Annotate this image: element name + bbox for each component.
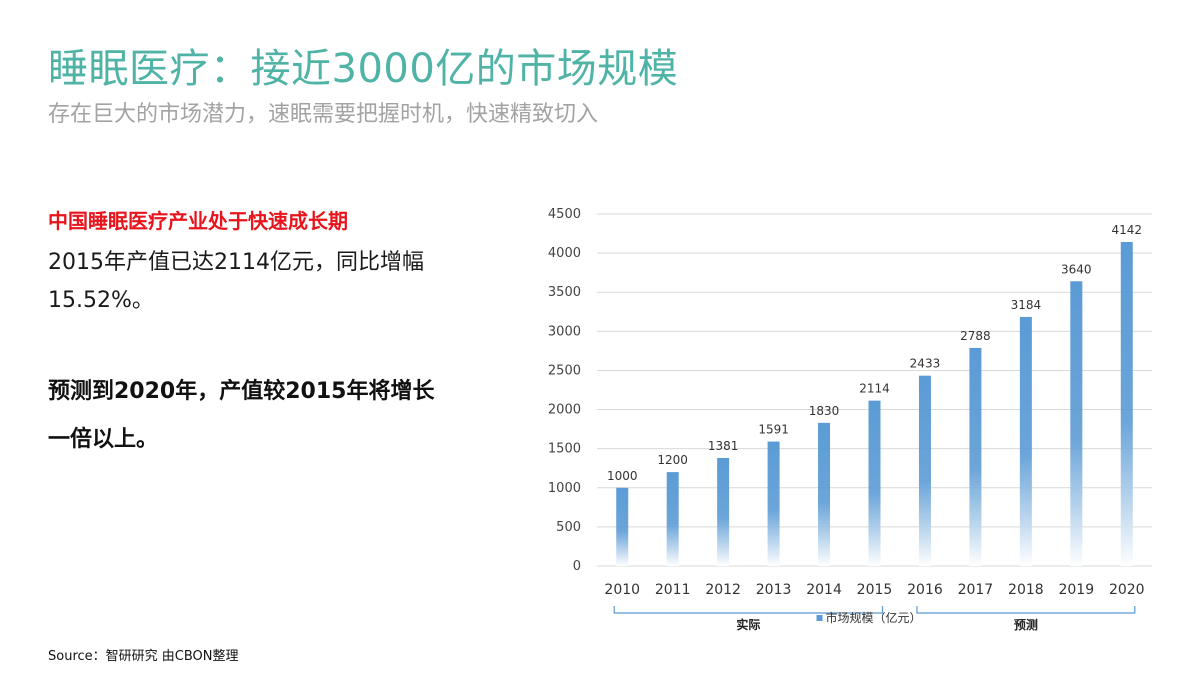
x-tick-label: 2012 bbox=[705, 582, 741, 598]
forecast-text: 预测到2020年，产值较2015年将增长一倍以上。 bbox=[48, 379, 435, 452]
data-label: 2114 bbox=[859, 382, 890, 396]
bar bbox=[717, 457, 730, 566]
bar bbox=[969, 347, 982, 566]
group-brackets: 实际 预测 bbox=[613, 606, 1136, 632]
data-label: 4142 bbox=[1111, 223, 1142, 237]
bar bbox=[616, 487, 629, 566]
x-tick-label: 2010 bbox=[604, 582, 640, 598]
legend-swatch bbox=[816, 615, 823, 621]
bar bbox=[666, 472, 679, 566]
y-tick-label: 2500 bbox=[548, 363, 581, 378]
data-label: 1000 bbox=[607, 469, 638, 483]
highlight-text: 中国睡眠医疗产业处于快速成长期 bbox=[48, 209, 348, 233]
x-tick-label: 2011 bbox=[655, 582, 691, 598]
body-text: 2015年产值已达2114亿元，同比增幅15.52%。 bbox=[48, 250, 424, 313]
data-label: 2788 bbox=[960, 329, 991, 343]
group-label: 预测 bbox=[1014, 617, 1038, 632]
bar bbox=[1019, 316, 1032, 566]
x-tick-label: 2013 bbox=[756, 582, 792, 598]
data-label: 1381 bbox=[708, 439, 739, 453]
x-tick-label: 2018 bbox=[1008, 582, 1044, 598]
source-note: Source：智研研究 由CBON整理 bbox=[48, 649, 239, 664]
page-title: 睡眠医疗：接近3000亿的市场规模 bbox=[48, 46, 679, 92]
y-tick-label: 0 bbox=[573, 559, 581, 574]
bars bbox=[616, 242, 1133, 567]
y-tick-label: 4500 bbox=[548, 207, 581, 222]
x-tick-label: 2020 bbox=[1109, 582, 1145, 598]
x-tick-label: 2014 bbox=[806, 582, 842, 598]
group-label: 实际 bbox=[736, 617, 760, 632]
data-label: 2433 bbox=[910, 357, 941, 371]
bar bbox=[767, 441, 780, 566]
data-label: 1591 bbox=[758, 423, 789, 437]
market-size-chart: 0 500 1000 1500 2000 2500 3000 3500 4000 4500 100… bbox=[548, 207, 1152, 632]
y-tick-label: 1500 bbox=[548, 442, 581, 457]
x-tick-label: 2015 bbox=[857, 582, 893, 598]
y-axis-ticks: 0 500 1000 1500 2000 2500 3000 3500 4000 4500 bbox=[548, 207, 581, 574]
x-tick-label: 2016 bbox=[907, 582, 943, 598]
chart-legend: 市场规模（亿元） bbox=[816, 610, 922, 625]
y-tick-label: 3000 bbox=[548, 324, 581, 339]
y-tick-label: 3500 bbox=[548, 285, 581, 300]
page-subtitle: 存在巨大的市场潜力，速眠需要把握时机，快速精致切入 bbox=[48, 102, 599, 127]
data-labels: 1000 1200 1381 1591 1830 2114 2433 2788 3184 3640… bbox=[607, 223, 1142, 483]
group-bracket bbox=[613, 606, 884, 614]
y-tick-label: 500 bbox=[556, 520, 581, 535]
x-axis-ticks: 2010 2011 2012 2013 2014 2015 2016 2017 2018 2019… bbox=[604, 582, 1144, 598]
bar bbox=[1120, 242, 1133, 567]
data-label: 1200 bbox=[657, 453, 688, 467]
y-tick-label: 2000 bbox=[548, 403, 581, 418]
legend-label: 市场规模（亿元） bbox=[826, 610, 922, 625]
y-tick-label: 1000 bbox=[548, 481, 581, 496]
bar bbox=[918, 375, 931, 566]
bar bbox=[1070, 281, 1083, 566]
data-label: 1830 bbox=[809, 404, 840, 418]
x-tick-label: 2017 bbox=[958, 582, 994, 598]
y-tick-label: 4000 bbox=[548, 246, 581, 261]
data-label: 3184 bbox=[1011, 298, 1042, 312]
bar bbox=[818, 422, 831, 566]
bar bbox=[868, 400, 881, 566]
group-bracket bbox=[916, 606, 1136, 614]
data-label: 3640 bbox=[1061, 262, 1092, 276]
x-tick-label: 2019 bbox=[1058, 582, 1094, 598]
